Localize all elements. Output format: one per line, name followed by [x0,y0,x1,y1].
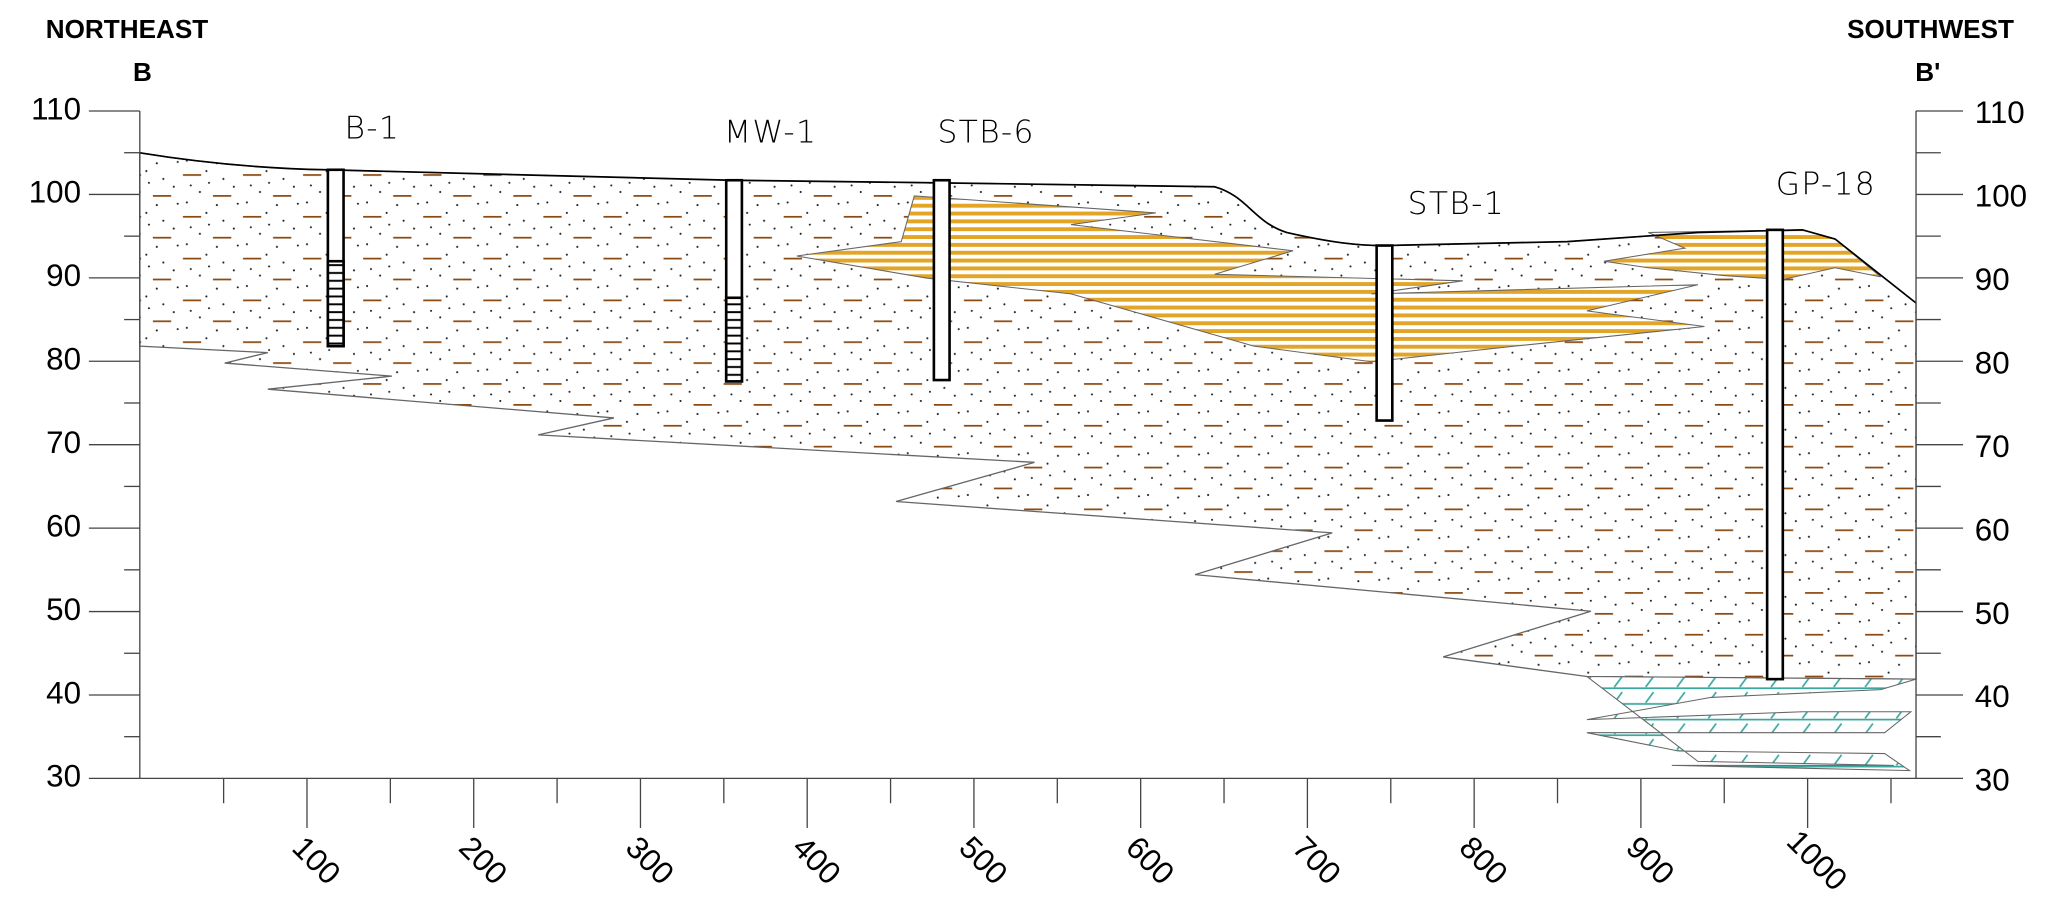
well-label: STB-1 [1408,186,1505,222]
left-label: B [133,57,152,87]
page: {"header": {"left_direction": "NORTHEAST… [0,0,2048,909]
x-tick-label: 1000 [1780,823,1854,897]
x-tick-label: 300 [619,830,681,892]
cross-section: NORTHEAST B SOUTHWEST B' B-1 MW-1 STB-6 … [0,0,2048,909]
y-tick-label: 50 [1975,596,2010,631]
y-tick-label: 30 [1975,763,2010,798]
y-tick-label: 30 [46,759,81,794]
y-tick-label: 80 [1975,345,2010,380]
well-label: GP-18 [1776,167,1876,203]
x-tick-label: 200 [452,830,514,892]
well-screen [328,261,344,346]
x-tick-label: 800 [1453,830,1515,892]
well-label: STB-6 [937,114,1034,150]
well-screen [726,298,742,382]
left-direction: NORTHEAST [46,14,209,44]
y-tick-label: 40 [1975,679,2010,714]
right-label: B' [1915,57,1940,87]
well-label: MW-1 [724,114,817,150]
well-label: B-1 [344,110,400,146]
x-tick-label: 100 [286,830,348,892]
x-tick-label: 900 [1619,830,1681,892]
y-tick-label: 70 [1975,429,2010,464]
y-tick-label: 40 [46,675,81,710]
y-tick-label: 90 [1975,262,2010,297]
y-tick-label: 80 [46,342,81,377]
y-tick-label: 60 [46,508,81,543]
right-direction: SOUTHWEST [1847,14,2014,44]
y-tick-label: 60 [1975,512,2010,547]
well-casing [934,180,950,380]
y-tick-label: 110 [31,91,81,126]
y-tick-label: 50 [46,592,81,627]
y-tick-label: 100 [1975,179,2027,214]
y-tick-label: 100 [29,175,81,210]
x-tick-label: 400 [786,830,848,892]
well-casing [1767,230,1783,679]
y-tick-label: 70 [46,425,81,460]
y-tick-label: 110 [1975,95,2025,130]
x-tick-label: 500 [952,830,1014,892]
x-tick-label: 600 [1119,830,1181,892]
limestone-layer [1587,677,1916,771]
y-tick-label: 90 [46,258,81,293]
well-casing [1377,246,1393,421]
x-tick-label: 700 [1286,830,1348,892]
